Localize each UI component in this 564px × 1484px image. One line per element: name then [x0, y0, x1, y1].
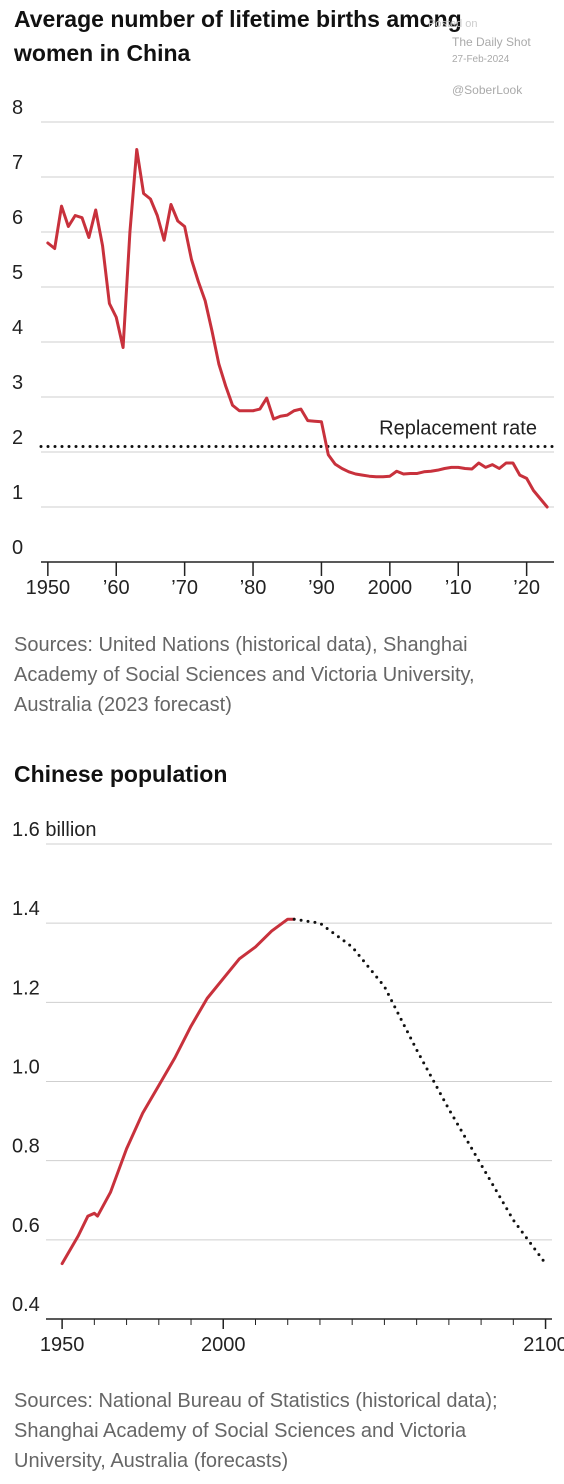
x-tick-label: 1950	[40, 1334, 85, 1356]
series-line	[46, 148, 549, 509]
watermark: Posted on	[428, 18, 478, 30]
source-note: Sources: United Nations (historical data…	[14, 634, 475, 716]
y-tick-label: 3	[12, 372, 23, 394]
x-tick-label: ’20	[513, 577, 540, 599]
y-tick-label: 1.4	[12, 898, 40, 920]
x-tick-label: ’60	[103, 577, 130, 599]
y-tick-label: 0.8	[12, 1136, 40, 1158]
y-tick-label: 0.6	[12, 1215, 40, 1237]
watermark: The Daily Shot	[452, 35, 531, 49]
x-tick-label: 2000	[368, 577, 413, 599]
y-tick-label: 6	[12, 207, 23, 229]
y-tick-label: 7	[12, 152, 23, 174]
watermark: @SoberLook	[452, 83, 523, 97]
x-tick-label: ’70	[171, 577, 198, 599]
x-tick-label: 2000	[201, 1334, 246, 1356]
y-tick-label: 0.4	[12, 1294, 40, 1316]
y-tick-label: 0	[12, 537, 23, 559]
y-tick-label: 1.2	[12, 977, 40, 999]
y-tick-label: 4	[12, 317, 23, 339]
chart: 0.4 0.6 0.8 1.0 1.2 1.4 1.6 billion 1950 2000 210…	[12, 819, 564, 1356]
y-tick-label: 1.6 billion	[12, 819, 97, 841]
y-tick-label: 1	[12, 482, 23, 504]
chart: 0 1 2 3 4 5 6 7 8 1950 ’60 ’70 ’80 ’90 2000 ’10 ’20 Repla…	[12, 97, 556, 599]
chart-title: Average number of lifetime births among …	[14, 6, 462, 66]
reference-label: Replacement rate	[379, 418, 537, 440]
x-tick-label: ’90	[308, 577, 335, 599]
source-note: Sources: National Bureau of Statistics (…	[14, 1390, 498, 1472]
series-line	[60, 917, 296, 1266]
x-tick-label: ’10	[445, 577, 472, 599]
y-tick-label: 5	[12, 262, 23, 284]
y-tick-label: 1.0	[12, 1057, 40, 1079]
x-tick-label: 1950	[26, 577, 71, 599]
x-tick-label: 2100	[523, 1334, 564, 1356]
y-tick-label: 8	[12, 97, 23, 119]
y-tick-label: 2	[12, 427, 23, 449]
x-tick-label: ’80	[240, 577, 267, 599]
watermark: 27-Feb-2024	[452, 54, 510, 65]
chart-title: Chinese population	[14, 761, 228, 787]
series-line	[292, 917, 548, 1266]
